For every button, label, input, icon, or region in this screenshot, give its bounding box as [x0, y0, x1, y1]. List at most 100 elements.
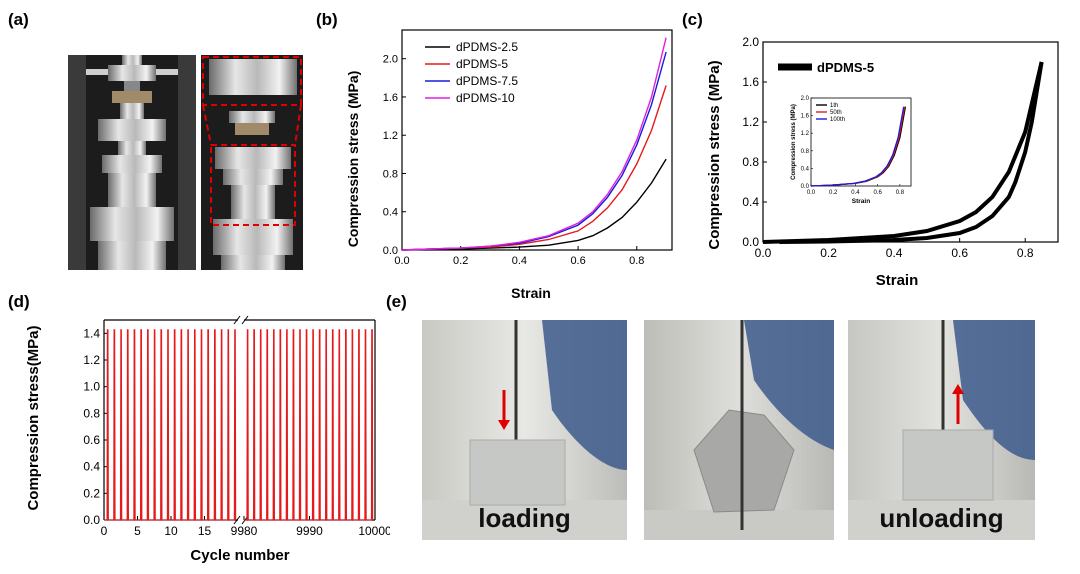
chart-c-inset-ytick-label: 1.2: [801, 131, 810, 137]
chart-b-series: [401, 37, 667, 251]
photo-e-loading: loading: [422, 320, 627, 540]
chart-b-series-line: [401, 37, 667, 251]
chart-d-xtick-label: 9980: [231, 524, 258, 538]
chart-b-ytick-label: 0.0: [383, 245, 398, 257]
chart-b-ytick-label: 1.2: [383, 130, 398, 142]
chart-d-break-mark: [233, 515, 241, 525]
panel-label-a: (a): [8, 10, 29, 29]
chart-c-inset-legend-label: 50th: [830, 110, 842, 116]
chart-c-ytick-label: 0.0: [742, 235, 759, 249]
chart-c-xlabel: Strain: [876, 272, 919, 289]
chart-d-ytick-label: 1.4: [83, 326, 100, 340]
chart-d-ytick-label: 0.2: [83, 486, 100, 500]
chart-b-xtick-label: 0.2: [453, 255, 468, 267]
chart-d-cycle-series: [104, 329, 237, 521]
chart-b-xlabel: Strain: [511, 285, 551, 301]
chart-d-break-mark: [233, 315, 241, 325]
chart-c-ylabel: Compression stress (MPa): [706, 60, 723, 249]
chart-d-ytick-label: 0.8: [83, 406, 100, 420]
photo-compression-fixture-zoom: [201, 55, 303, 270]
chart-b-frame: [401, 29, 673, 251]
chart-c-xtick-label: 0.8: [1017, 246, 1034, 260]
chart-d-ytick-label: 0.6: [83, 433, 100, 447]
chart-b-ytick-label: 2.0: [383, 54, 398, 66]
chart-d-ytick-label: 0.0: [83, 513, 100, 527]
chart-b-legend: dPDMS-2.5 dPDMS-5 dPDMS-7.5 dPDMS-10: [425, 40, 518, 105]
chart-b-series-line: [401, 158, 667, 251]
chart-c-xtick-label: 0.2: [820, 246, 837, 260]
chart-b-legend-label: dPDMS-2.5: [456, 40, 518, 54]
chart-c-inset-series-line: [810, 106, 905, 187]
chart-c-inset-legend-label: 100th: [830, 117, 845, 123]
chart-b-axes: 0.0 0.2 0.4 0.6 0.8 0.0 0.4 0.8 1.2 1.6 2.0: [383, 29, 673, 267]
chart-c-legend-label: dPDMS-5: [817, 60, 874, 75]
chart-c-inset-xtick-label: 0.6: [873, 190, 882, 196]
photo-e-unloading-label: unloading: [879, 503, 1004, 533]
chart-b-xtick-label: 0.4: [512, 255, 527, 267]
chart-c-inset-ytick-label: 0.8: [801, 149, 810, 155]
chart-b-legend-label: dPDMS-7.5: [456, 74, 518, 88]
chart-d-xtick-label: 15: [198, 524, 212, 538]
panel-label-c: (c): [682, 10, 703, 29]
chart-c-ytick-label: 0.8: [742, 155, 759, 169]
chart-d-xtick-label: 5: [134, 524, 141, 538]
chart-d-ylabel: Compression stress(MPa): [25, 325, 42, 510]
chart-c-ytick-label: 1.6: [742, 75, 759, 89]
chart-c-inset-xtick-label: 0.2: [829, 190, 838, 196]
chart-c-unloading-curve: [779, 61, 1044, 244]
chart-d-ytick-label: 0.4: [83, 460, 100, 474]
chart-c-inset-ytick-label: 0.4: [801, 166, 810, 172]
chart-d-series: [104, 329, 374, 521]
chart-b-xtick-label: 0.0: [394, 255, 409, 267]
chart-c-inset-frame: [810, 97, 912, 187]
chart-c-axes: 0.0 0.2 0.4 0.6 0.8 0.0 0.4 0.8 1.2 1.6 2.0: [742, 35, 1059, 260]
chart-c-inset-xtick-label: 0.0: [807, 190, 816, 196]
chart-b-ytick-label: 1.6: [383, 92, 398, 104]
chart-c-series: [762, 61, 1044, 244]
chart-b-xtick-label: 0.6: [570, 255, 585, 267]
chart-b-legend-label: dPDMS-5: [456, 57, 508, 71]
photo-compression-fixture: [68, 55, 196, 270]
chart-d-xtick-label: 9990: [296, 524, 323, 538]
fixture-drawing: [68, 55, 196, 270]
chart-c-ytick-label: 0.4: [742, 195, 759, 209]
chart-c: 0.0 0.2 0.4 0.6 0.8 0.0 0.4 0.8 1.2 1.6 2.0 dPDMS-…: [706, 35, 1059, 289]
chart-c-frame: [762, 41, 1059, 243]
chart-d-xtick-label: 10000: [358, 524, 390, 538]
chart-b-xtick-label: 0.8: [629, 255, 644, 267]
chart-c-inset-legend-label: 1th: [830, 103, 838, 109]
chart-d-break-mark: [241, 315, 249, 325]
chart-d-axes: 0 5 10 15 9980 9990 10000 0.0 0.2 0.4 0.6 0.8 1.0 1.2…: [83, 315, 390, 538]
chart-c-inset-xtick-label: 0.8: [896, 190, 905, 196]
chart-c-xtick-label: 0.6: [951, 246, 968, 260]
chart-c-inset: 0.0 0.2 0.4 0.6 0.8 0.0 0.4 0.8 1.2 1.6 2.0 1th50th…: [791, 96, 912, 205]
fixture-zoom-drawing: [202, 56, 302, 270]
chart-d: 0 5 10 15 9980 9990 10000 0.0 0.2 0.4 0.6 0.8 1.0 1.2…: [25, 315, 390, 564]
chart-c-inset-xtick-label: 0.4: [851, 190, 860, 196]
chart-c-ytick-label: 2.0: [742, 35, 759, 49]
chart-d-ytick-label: 1.2: [83, 353, 100, 367]
chart-c-xtick-label: 0.4: [886, 246, 903, 260]
chart-d-xtick-label: 0: [101, 524, 108, 538]
chart-d-xtick-label: 10: [164, 524, 178, 538]
chart-d-ytick-label: 1.0: [83, 380, 100, 394]
chart-b-legend-label: dPDMS-10: [456, 91, 515, 105]
photo-e-unloading: unloading: [848, 320, 1035, 540]
chart-c-inset-ytick-label: 1.6: [801, 114, 810, 120]
chart-b-ytick-label: 0.8: [383, 168, 398, 180]
chart-c-loading-curve: [762, 61, 1044, 244]
photo-e-loading-label: loading: [478, 503, 571, 533]
panel-label-d: (d): [8, 292, 30, 311]
chart-d-xlabel: Cycle number: [190, 547, 289, 564]
photo-e-compressed: [644, 320, 834, 540]
chart-b-ytick-label: 0.4: [383, 207, 398, 219]
chart-d-cycle-series: [244, 329, 374, 521]
chart-c-legend: dPDMS-5: [778, 60, 874, 75]
chart-c-ytick-label: 1.2: [742, 115, 759, 129]
chart-c-xtick-label: 0.0: [755, 246, 772, 260]
chart-b: 0.0 0.2 0.4 0.6 0.8 0.0 0.4 0.8 1.2 1.6 2.0 dPDMS-…: [345, 29, 673, 301]
chart-c-inset-ytick-label: 2.0: [801, 96, 810, 102]
chart-c-inset-ytick-label: 0.0: [801, 184, 810, 190]
chart-b-ylabel: Compression stress (MPa): [345, 71, 361, 248]
chart-c-inset-xlabel: Strain: [852, 198, 870, 205]
